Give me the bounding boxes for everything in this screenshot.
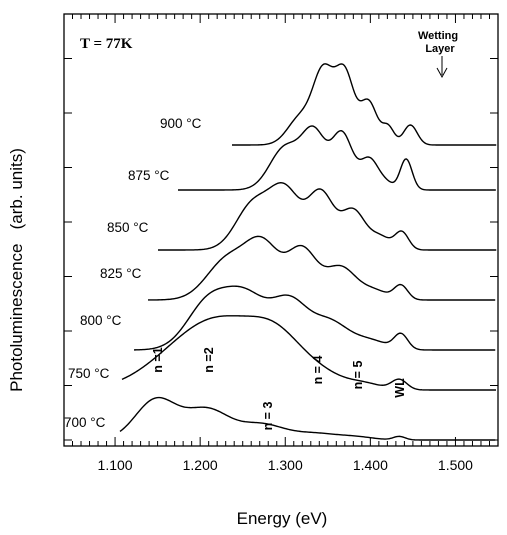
peak-label: n = 3: [261, 402, 275, 431]
temperature-label: T = 77K: [80, 36, 133, 52]
peak-label: n =2: [202, 347, 216, 372]
pl-series-line: [158, 182, 497, 251]
series-label: 850 °C: [107, 220, 149, 235]
y-axis-title: Photoluminescence (arb. units): [7, 148, 26, 392]
pl-series-line: [232, 63, 497, 146]
series-label: 700 °C: [64, 415, 106, 430]
peak-label: n = 4: [311, 356, 325, 385]
wetting-layer-annotation-line2: Layer: [425, 43, 455, 55]
x-tick-label: 1.100: [98, 457, 133, 473]
series-label: 800 °C: [80, 313, 122, 328]
plot-frame: [63, 13, 499, 447]
x-tick-label: 1.300: [268, 457, 303, 473]
axis-ticks: 1.100 1.200 1.300 1.400 1.500: [63, 14, 499, 473]
pl-series-line: [119, 396, 496, 441]
pl-series-line: [178, 125, 496, 191]
peak-label: n =1: [151, 347, 165, 372]
chart-labels: 700 °C 750 °C 800 °C 825 °C 850 °C 875 °C 900 …: [64, 116, 407, 430]
series-label: 875 °C: [128, 168, 170, 183]
series-label: 900 °C: [160, 116, 202, 131]
x-tick-label: 1.400: [353, 457, 388, 473]
wetting-layer-annotation-line1: Wetting: [418, 30, 458, 42]
x-tick-label: 1.500: [438, 457, 473, 473]
x-axis-title: Energy (eV): [237, 509, 328, 528]
pl-series-line: [121, 315, 497, 391]
peak-label: WL: [393, 378, 407, 398]
pl-series-line: [147, 235, 496, 301]
x-tick-label: 1.200: [183, 457, 218, 473]
pl-series-line: [133, 285, 496, 351]
wetting-layer-arrow: [436, 56, 448, 79]
peak-label: n = 5: [351, 361, 365, 390]
series-label: 825 °C: [100, 266, 142, 281]
pl-curves: [119, 63, 497, 441]
series-label: 750 °C: [68, 366, 110, 381]
